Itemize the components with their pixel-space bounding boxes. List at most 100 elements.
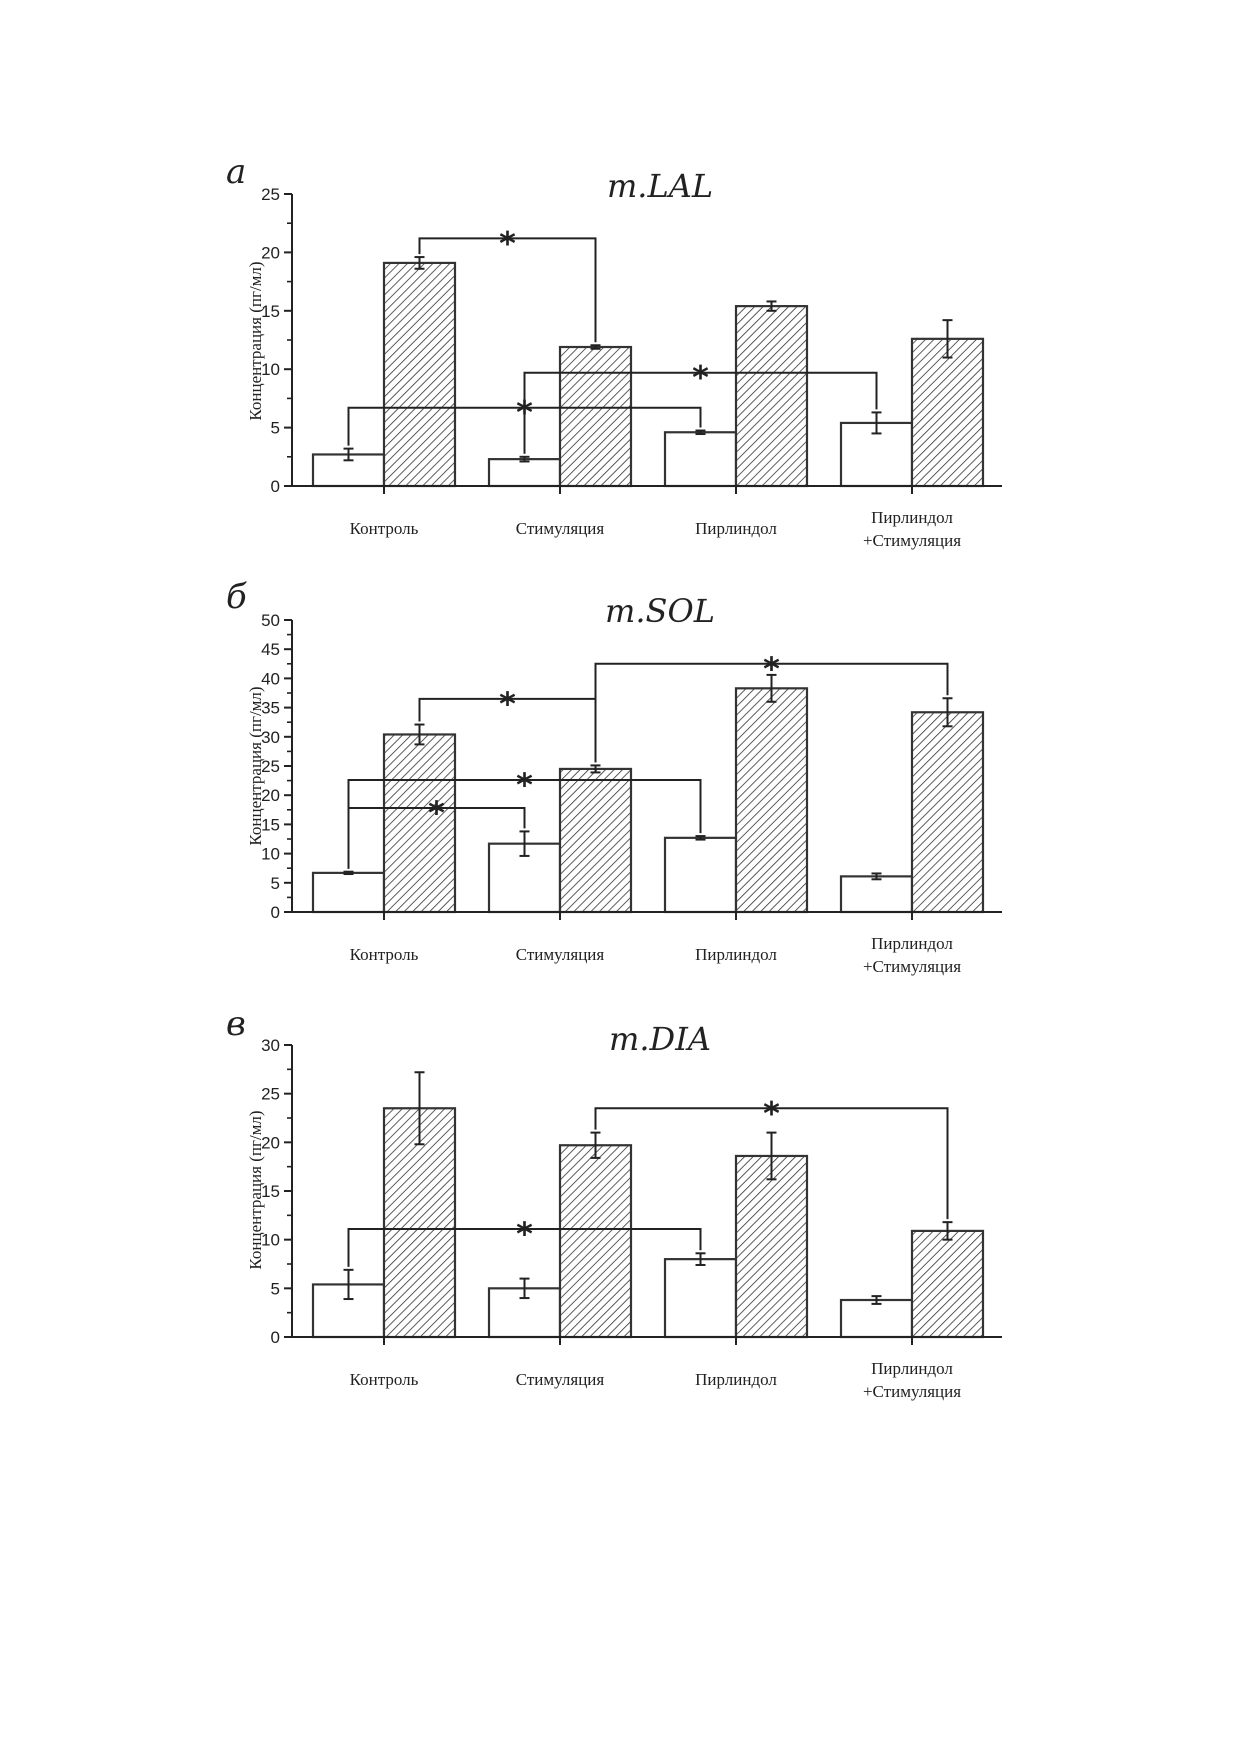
y-tick-label: 25 xyxy=(261,185,280,204)
significance-star: * xyxy=(516,1215,533,1253)
bar-hatched xyxy=(558,767,633,914)
significance-star: * xyxy=(499,224,516,262)
chart-title: m.SOL xyxy=(605,592,715,630)
significance-bracket xyxy=(594,1107,949,1220)
y-axis-label: Концентрация (пг/мл) xyxy=(246,1110,265,1269)
significance-bracket xyxy=(523,371,878,454)
significance-bracket xyxy=(347,406,702,446)
bar-hatched xyxy=(734,305,809,488)
panel-letter: в xyxy=(226,1004,246,1044)
bar-open xyxy=(663,836,738,914)
category-label: Пирлиндол xyxy=(695,945,777,964)
significance-bracket xyxy=(347,807,526,869)
bar-open xyxy=(311,871,386,914)
bar-hatched xyxy=(910,337,985,488)
category-label-line: Пирлиндол xyxy=(871,1359,953,1378)
category-label-line: Пирлиндол xyxy=(695,1370,777,1389)
y-tick-label: 5 xyxy=(271,874,280,893)
significance-bracket xyxy=(418,697,597,763)
category-label-line: Пирлиндол xyxy=(695,519,777,538)
bar-hatched xyxy=(734,687,809,914)
category-label: Пирлиндол +Стимуляция xyxy=(863,1359,961,1401)
bar-hatched xyxy=(910,711,985,914)
bar-open xyxy=(663,1258,738,1339)
category-label: Стимуляция xyxy=(516,945,605,964)
category-label: Контроль xyxy=(350,945,419,964)
category-label-line: Контроль xyxy=(350,1370,419,1389)
category-label: Контроль xyxy=(350,1370,419,1389)
panel-letter: б xyxy=(226,577,247,617)
chart-marks: * * * * 0 5 10 15 20 25 30 35 40 45 50 Контроль Стимуляц… xyxy=(261,611,1002,976)
category-label: Пирлиндол xyxy=(695,1370,777,1389)
y-tick-label: 45 xyxy=(261,640,280,659)
category-label: Пирлиндол xyxy=(695,519,777,538)
chart-panel-dia: в m.DIA Концентрация (пг/мл) * * 0 5 10 15 20 2… xyxy=(226,1004,1002,1401)
y-tick-label: 50 xyxy=(261,611,280,630)
bar-hatched xyxy=(558,345,633,488)
category-label-line: Пирлиндол xyxy=(871,508,953,527)
chart-title: m.DIA xyxy=(609,1020,711,1058)
significance-bracket xyxy=(418,237,597,343)
category-label-line: Пирлиндол xyxy=(871,934,953,953)
category-label-line: +Стимуляция xyxy=(863,957,961,976)
category-label-line: Контроль xyxy=(350,945,419,964)
chart-panel-lal: а m.LAL Концентрация (пг/мл) * * * 0 5 10 15 20… xyxy=(226,152,1002,550)
bar-hatched xyxy=(910,1229,985,1339)
y-tick-label: 0 xyxy=(271,477,280,496)
chart-marks: * * * 0 5 10 15 20 25 Контроль Стимуляция Пирлиндол… xyxy=(261,185,1002,550)
significance-star: * xyxy=(516,766,533,804)
y-tick-label: 10 xyxy=(261,845,280,864)
y-tick-label: 25 xyxy=(261,1085,280,1104)
y-tick-label: 15 xyxy=(261,1182,280,1201)
y-tick-label: 20 xyxy=(261,786,280,805)
y-tick-label: 25 xyxy=(261,757,280,776)
y-tick-label: 10 xyxy=(261,360,280,379)
bar-hatched xyxy=(734,1154,809,1339)
category-label: Стимуляция xyxy=(516,1370,605,1389)
significance-star: * xyxy=(692,359,709,397)
significance-star: * xyxy=(516,394,533,432)
bar-hatched xyxy=(382,1107,457,1339)
y-axis-label: Концентрация (пг/мл) xyxy=(246,686,265,845)
significance-bracket xyxy=(347,1227,702,1267)
y-tick-label: 10 xyxy=(261,1231,280,1250)
significance-star: * xyxy=(763,650,780,688)
y-tick-label: 20 xyxy=(261,1133,280,1152)
category-label-line: Стимуляция xyxy=(516,519,605,538)
bar-hatched xyxy=(558,1144,633,1339)
category-label: Контроль xyxy=(350,519,419,538)
category-label-line: Стимуляция xyxy=(516,945,605,964)
category-label-line: Стимуляция xyxy=(516,1370,605,1389)
y-tick-label: 15 xyxy=(261,302,280,321)
significance-star: * xyxy=(499,685,516,723)
y-tick-label: 0 xyxy=(271,903,280,922)
bar-open xyxy=(487,458,562,488)
y-tick-label: 0 xyxy=(271,1328,280,1347)
y-tick-label: 5 xyxy=(271,1279,280,1298)
chart-title: m.LAL xyxy=(607,167,713,205)
category-label: Пирлиндол +Стимуляция xyxy=(863,508,961,550)
category-label-line: +Стимуляция xyxy=(863,531,961,550)
y-tick-label: 5 xyxy=(271,419,280,438)
significance-star: * xyxy=(763,1094,780,1132)
category-label-line: Контроль xyxy=(350,519,419,538)
y-tick-label: 40 xyxy=(261,669,280,688)
bar-open xyxy=(839,875,914,914)
bar-open xyxy=(839,1298,914,1339)
category-label: Пирлиндол +Стимуляция xyxy=(863,934,961,976)
chart-marks: * * 0 5 10 15 20 25 30 Контроль Стимуляция Пирлиндо… xyxy=(261,1036,1002,1401)
category-label-line: +Стимуляция xyxy=(863,1382,961,1401)
panel-letter: а xyxy=(226,152,246,192)
y-tick-label: 20 xyxy=(261,243,280,262)
y-tick-label: 15 xyxy=(261,815,280,834)
bar-open xyxy=(663,431,738,488)
y-axis-label: Концентрация (пг/мл) xyxy=(246,261,265,420)
bar-hatched xyxy=(382,261,457,488)
y-tick-label: 35 xyxy=(261,699,280,718)
significance-star: * xyxy=(428,794,445,832)
chart-panel-sol: б m.SOL Концентрация (пг/мл) * * * * 0 5 10 15 2… xyxy=(226,577,1002,976)
y-tick-label: 30 xyxy=(261,728,280,747)
category-label: Стимуляция xyxy=(516,519,605,538)
category-label-line: Пирлиндол xyxy=(695,945,777,964)
